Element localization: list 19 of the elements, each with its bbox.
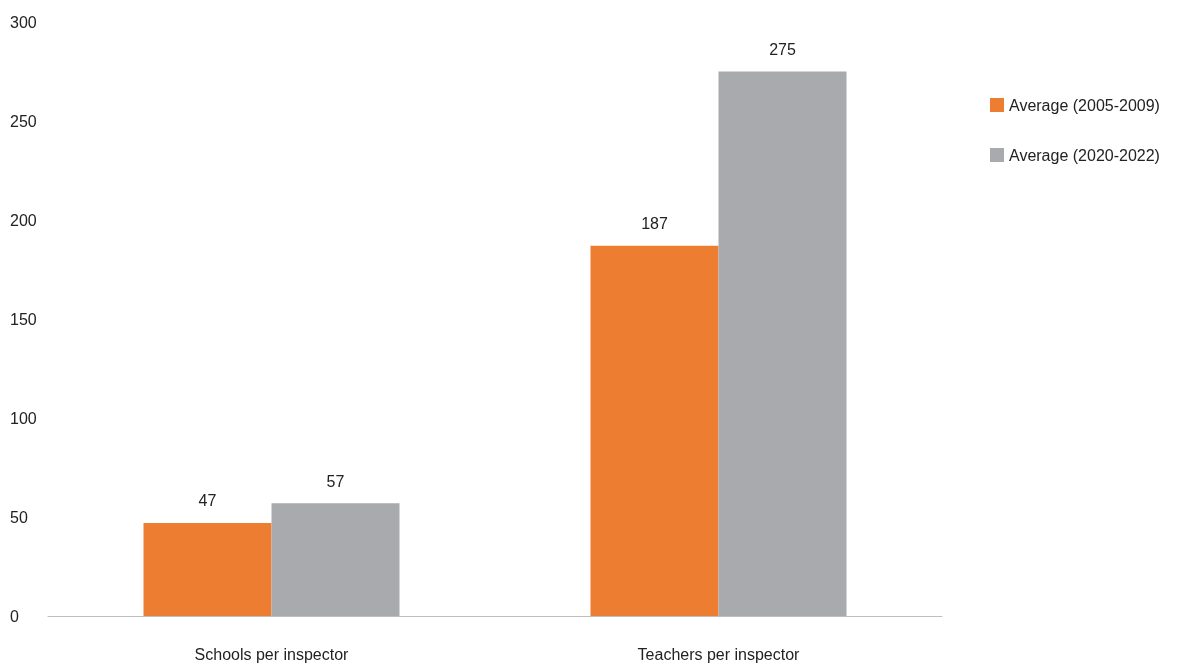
legend-label: Average (2005-2009)	[1009, 96, 1160, 114]
data-label: 57	[326, 472, 345, 490]
y-tick-label: 250	[10, 112, 37, 130]
y-tick-label: 0	[10, 607, 19, 625]
data-label: 275	[769, 41, 796, 58]
y-tick-label: 100	[10, 409, 37, 427]
y-tick-label: 200	[10, 211, 37, 229]
x-tick-label: Teachers per inspector	[637, 645, 801, 663]
legend-label: Average (2020-2022)	[1009, 146, 1160, 164]
x-tick-label: Schools per inspector	[194, 645, 350, 663]
bar	[590, 245, 719, 616]
bar	[143, 522, 272, 616]
y-tick-label: 150	[10, 310, 37, 328]
bar	[271, 503, 400, 616]
y-tick-label: 300	[10, 13, 37, 31]
y-tick-label: 50	[10, 508, 28, 526]
data-label: 187	[641, 215, 668, 233]
data-label: 47	[198, 492, 217, 510]
bar	[718, 71, 847, 616]
